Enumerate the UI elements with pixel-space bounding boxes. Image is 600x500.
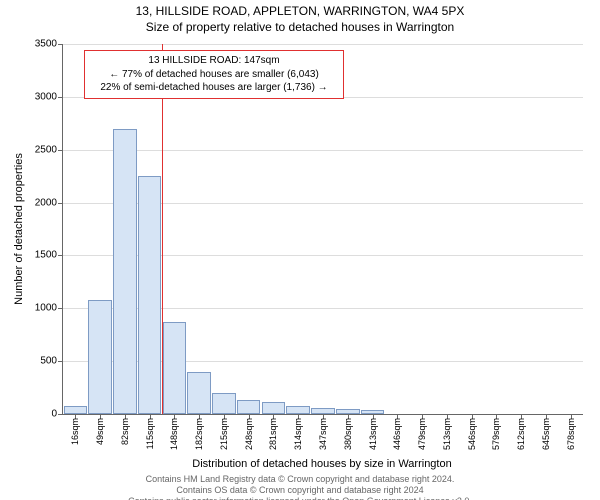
y-tick-mark: [58, 97, 63, 98]
y-tick-mark: [58, 361, 63, 362]
x-tick-label: 347sqm: [318, 418, 328, 450]
x-tick-label: 82sqm: [120, 418, 130, 445]
y-tick-label: 0: [51, 409, 57, 420]
x-tick-label: 148sqm: [169, 418, 179, 450]
histogram-bar: [212, 393, 236, 414]
property-size-histogram: 13, HILLSIDE ROAD, APPLETON, WARRINGTON,…: [0, 0, 600, 500]
info-box-smaller: ← 77% of detached houses are smaller (6,…: [91, 68, 337, 82]
x-tick-label: 248sqm: [244, 418, 254, 450]
x-tick-label: 413sqm: [368, 418, 378, 450]
x-tick-label: 16sqm: [70, 418, 80, 445]
plot-area: 050010001500200025003000350016sqm49sqm82…: [62, 44, 583, 415]
gridline: [63, 150, 583, 151]
y-tick-label: 1000: [35, 303, 57, 314]
x-tick-label: 678sqm: [566, 418, 576, 450]
x-tick-label: 446sqm: [392, 418, 402, 450]
chart-title-address: 13, HILLSIDE ROAD, APPLETON, WARRINGTON,…: [0, 4, 600, 18]
x-tick-label: 182sqm: [194, 418, 204, 450]
y-tick-label: 3500: [35, 39, 57, 50]
footer-copyright-3: Contains public sector information licen…: [0, 496, 600, 500]
y-axis-label: Number of detached properties: [12, 44, 26, 414]
histogram-bar: [64, 406, 88, 414]
x-tick-label: 546sqm: [467, 418, 477, 450]
x-tick-label: 479sqm: [417, 418, 427, 450]
y-tick-mark: [58, 44, 63, 45]
x-tick-label: 281sqm: [268, 418, 278, 450]
x-tick-label: 215sqm: [219, 418, 229, 450]
x-tick-label: 645sqm: [541, 418, 551, 450]
histogram-bar: [113, 129, 137, 414]
y-tick-label: 3000: [35, 91, 57, 102]
info-box-larger: 22% of semi-detached houses are larger (…: [91, 81, 337, 95]
histogram-bar: [187, 372, 211, 414]
x-tick-label: 115sqm: [145, 418, 155, 449]
reference-line: [162, 44, 163, 414]
x-tick-label: 513sqm: [442, 418, 452, 450]
y-tick-mark: [58, 308, 63, 309]
histogram-bar: [163, 322, 187, 414]
y-tick-label: 1500: [35, 250, 57, 261]
y-tick-label: 500: [40, 356, 57, 367]
histogram-bar: [237, 400, 261, 414]
x-tick-label: 380sqm: [343, 418, 353, 450]
y-tick-label: 2000: [35, 197, 57, 208]
y-tick-mark: [58, 414, 63, 415]
y-tick-label: 2500: [35, 144, 57, 155]
x-axis-label: Distribution of detached houses by size …: [62, 458, 582, 470]
x-tick-label: 314sqm: [293, 418, 303, 450]
histogram-bar: [88, 300, 112, 414]
gridline: [63, 44, 583, 45]
histogram-bar: [286, 406, 310, 414]
footer-copyright-1: Contains HM Land Registry data © Crown c…: [0, 474, 600, 484]
y-tick-mark: [58, 255, 63, 256]
y-tick-mark: [58, 203, 63, 204]
chart-subtitle: Size of property relative to detached ho…: [0, 20, 600, 34]
histogram-bar: [262, 402, 286, 414]
footer-copyright-2: Contains OS data © Crown copyright and d…: [0, 485, 600, 495]
y-tick-mark: [58, 150, 63, 151]
info-box-title: 13 HILLSIDE ROAD: 147sqm: [91, 54, 337, 68]
reference-info-box: 13 HILLSIDE ROAD: 147sqm ← 77% of detach…: [84, 50, 344, 99]
x-tick-label: 49sqm: [95, 418, 105, 445]
x-tick-label: 612sqm: [516, 418, 526, 450]
histogram-bar: [138, 176, 162, 414]
x-tick-label: 579sqm: [491, 418, 501, 450]
